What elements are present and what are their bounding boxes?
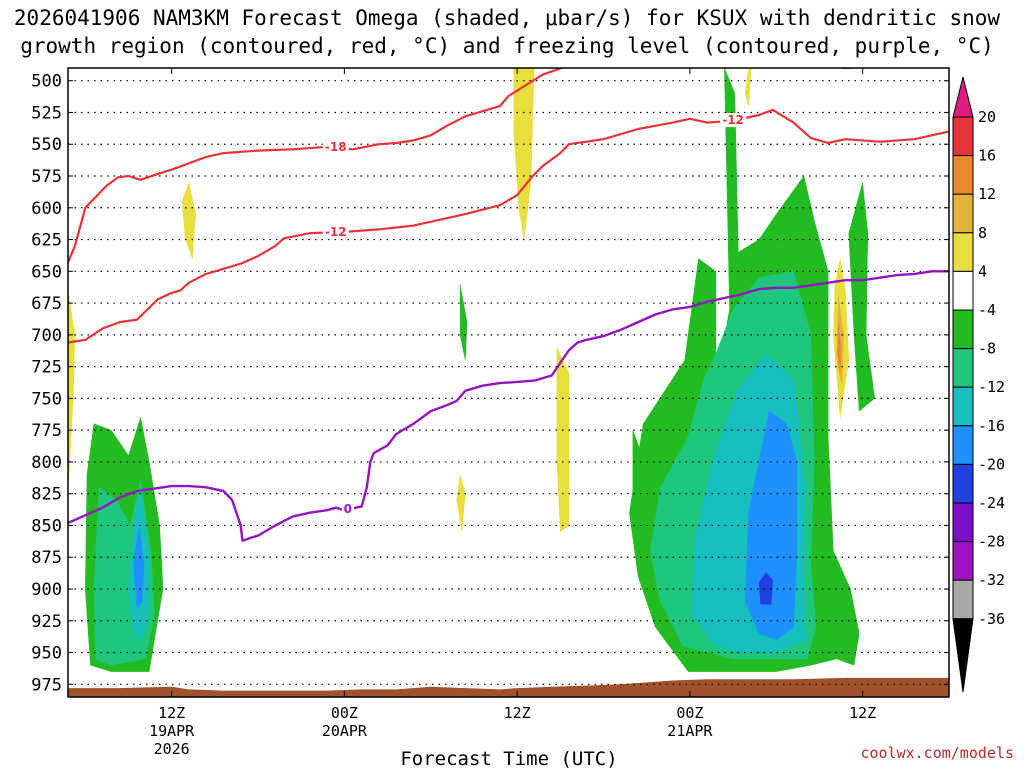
y-tick-label-550: 550 [31,135,62,155]
colorbar-swatch-11 [952,502,974,543]
x-tick-label-4-1: 12Z [849,704,876,722]
omega-shading-layer [68,68,875,672]
terrain-fill [68,677,949,697]
colorbar-swatch-10 [952,463,974,504]
x-tick-label-0-3: 2026 [154,740,190,758]
colorbar-swatch-1 [952,116,974,157]
omega-region-plus4-3 [556,347,570,533]
colorbar-top-arrow [952,76,974,118]
freezing-level-label-bg [341,501,354,516]
y-tick-label-900: 900 [31,580,62,600]
colorbar-label-9: -20 [978,455,1005,473]
omega-region-plus12-0 [837,322,842,374]
freezing-level-label: 0 [344,502,352,516]
y-tick-label-800: 800 [31,453,62,473]
colorbar-swatch-5 [952,270,974,311]
dgz-contour-label-2: -12 [325,225,347,239]
colorbar-label-8: -16 [978,417,1005,435]
colorbar: 20 16 12 8 4 -4 -8 -12 -16 -20 -24 -28 -32 -36 [952,76,1005,693]
colorbar-swatch-8 [952,386,974,427]
x-axis-title: Forecast Time (UTC) [400,748,617,768]
y-tick-label-825: 825 [31,485,62,505]
colorbar-swatch-9 [952,425,974,465]
x-tick-label-3-1: 00Z [676,704,703,722]
colorbar-swatch-6 [952,309,974,350]
colorbar-label-0: 20 [978,108,996,126]
y-tick-label-600: 600 [31,199,62,219]
colorbar-swatch-3 [952,193,974,234]
colorbar-label-7: -12 [978,378,1005,396]
terrain-layer [68,677,949,697]
colorbar-label-2: 12 [978,185,996,203]
dgz-contour-label-0: -18 [325,140,347,154]
dgz-contour-line-1 [68,108,949,344]
colorbar-swatch-13 [952,579,974,620]
y-tick-label-750: 750 [31,389,62,409]
y-tick-label-775: 775 [31,421,62,441]
colorbar-swatch-2 [952,155,974,195]
dgz-contour-label-bg-2 [322,224,349,239]
x-tick-label-0-1: 12Z [158,704,185,722]
omega-region-minus20-0 [758,572,774,605]
y-tick-label-925: 925 [31,612,62,632]
x-tick-label-2-1: 12Z [504,704,531,722]
omega-region-minus16-0 [133,525,145,609]
colorbar-swatch-4 [952,232,974,272]
colorbar-label-12: -32 [978,571,1005,589]
colorbar-label-13: -36 [978,610,1005,628]
colorbar-label-4: 4 [978,262,987,280]
colorbar-label-10: -24 [978,494,1005,512]
y-tick-label-950: 950 [31,644,62,664]
dgz-contour-label-1: -12 [722,113,744,127]
chart-title-line-1: 2026041906 NAM3KM Forecast Omega (shaded… [14,6,1001,30]
colorbar-label-6: -8 [978,340,996,358]
y-tick-label-850: 850 [31,516,62,536]
plot-frame [67,67,950,698]
y-tick-label-650: 650 [31,262,62,282]
y-tick-label-700: 700 [31,326,62,346]
y-tick-label-875: 875 [31,548,62,568]
colorbar-bottom-arrow [952,618,974,693]
omega-region-plus4-4 [456,474,466,532]
y-tick-label-500: 500 [31,72,62,92]
colorbar-swatch-12 [952,541,974,581]
dgz-contour-label-bg-1 [720,113,747,128]
colorbar-label-5: -4 [978,301,996,319]
dgz-contour-label-bg-0 [322,139,349,154]
omega-region-minus4-1 [459,283,468,361]
colorbar-swatch-7 [952,348,974,388]
colorbar-label-11: -28 [978,533,1005,551]
x-tick-label-3-2: 21APR [667,722,713,740]
plot-area: -18 -12 -12 0 [68,68,949,697]
y-tick-label-625: 625 [31,231,62,251]
y-tick-label-725: 725 [31,358,62,378]
credit-text: coolwx.com/models [860,744,1014,762]
y-axis: 500 525 550 575 600 625 650 675 700 725 750 775 800 8… [31,72,949,695]
dgz-contour-line-0 [68,68,861,263]
y-tick-label-575: 575 [31,167,62,187]
colorbar-label-3: 8 [978,224,987,242]
y-tick-label-975: 975 [31,675,62,695]
omega-region-plus4-5 [744,68,752,107]
contour-layer: -18 -12 -12 0 [68,68,949,542]
x-tick-label-1-1: 00Z [331,704,358,722]
colorbar-label-1: 16 [978,147,996,165]
chart-title-line-2: growth region (contoured, red, °C) and f… [20,34,994,58]
freezing-level-line [68,270,949,542]
y-tick-label-525: 525 [31,103,62,123]
y-tick-label-675: 675 [31,294,62,314]
x-tick-label-1-2: 20APR [322,722,368,740]
x-tick-label-0-2: 19APR [149,722,195,740]
